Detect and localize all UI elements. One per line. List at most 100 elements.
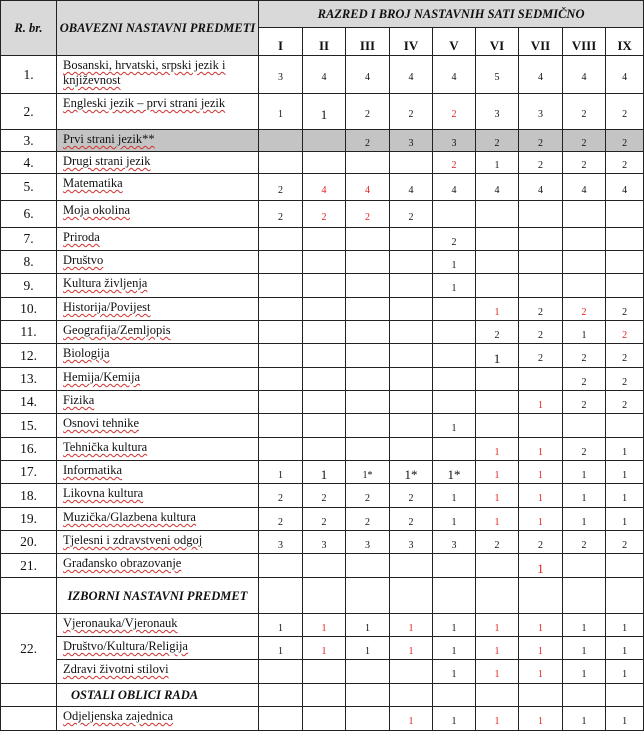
hours-cell-I: 1 (258, 460, 303, 484)
empty-cell (604, 577, 644, 614)
hours-cell-IX: 1 (604, 483, 644, 508)
hours-cell-VI (475, 367, 519, 391)
hours-cell-III: 1 (345, 613, 390, 637)
hours-cell-V: 1* (432, 460, 476, 484)
row-number: 2. (0, 93, 57, 130)
grade-header-IX: IX (604, 27, 644, 56)
hours-cell-VI: 1 (475, 636, 519, 660)
grade-header-VIII: VIII (562, 27, 606, 56)
subject-name: Fizika (56, 390, 259, 414)
hours-cell-III: 2 (345, 129, 390, 152)
hours-cell-IX: 2 (604, 320, 644, 344)
hours-cell-VI (475, 553, 519, 578)
hours-cell-I (258, 659, 303, 684)
hours-cell-V (432, 390, 476, 414)
hours-cell-V: 2 (432, 151, 476, 174)
hours-cell-VII (518, 200, 563, 228)
hours-cell-V: 1 (432, 273, 476, 298)
subject-name: Bosanski, hrvatski, srpski jezik i knjiž… (56, 55, 259, 94)
row-number: 4. (0, 151, 57, 174)
subject-row: 20. Tjelesni i zdravstveni odgoj 3 3 3 3 3 2 2 2 2 (0, 530, 644, 554)
subject-name: Engleski jezik – prvi strani jezik (56, 93, 259, 130)
hours-cell-VII (518, 273, 563, 298)
hours-cell-II (302, 706, 346, 731)
hours-cell-III (345, 227, 390, 251)
subject-row: 2. Engleski jezik – prvi strani jezik 1 1 2 2… (0, 93, 644, 130)
hours-cell-VIII (562, 273, 606, 298)
hours-cell-II: 4 (302, 173, 346, 201)
hours-cell-I: 1 (258, 93, 303, 130)
row-number: 3. (0, 129, 57, 152)
hours-cell-II: 4 (302, 55, 346, 94)
hours-cell-I (258, 413, 303, 438)
hours-cell-VII: 3 (518, 93, 563, 130)
hours-cell-IV (389, 390, 433, 414)
row-number: 12. (0, 343, 57, 368)
hours-cell-I (258, 343, 303, 368)
subject-row: 12. Biologija 1 2 2 2 (0, 343, 644, 368)
hours-cell-VI: 1 (475, 659, 519, 684)
hours-cell-I (258, 390, 303, 414)
subject-name: Društvo/Kultura/Religija (56, 636, 259, 660)
hours-cell-I (258, 227, 303, 251)
hours-cell-II (302, 659, 346, 684)
grade-header-II: II (302, 27, 346, 56)
hours-cell-VI: 4 (475, 173, 519, 201)
hours-cell-VIII: 4 (562, 173, 606, 201)
subject-label: Bosanski, hrvatski, srpski jezik i knjiž… (63, 58, 226, 87)
subject-label: Kultura življenja (63, 276, 148, 290)
hours-cell-VIII: 1 (562, 636, 606, 660)
empty-cell (389, 577, 433, 614)
hours-cell-VI (475, 390, 519, 414)
hours-cell-I (258, 437, 303, 461)
subject-label: Tehnička kultura (63, 440, 148, 454)
row-number: 5. (0, 173, 57, 201)
hours-cell-V (432, 200, 476, 228)
hours-cell-VIII: 1 (562, 706, 606, 731)
hours-cell-IV (389, 151, 433, 174)
hours-cell-IX: 2 (604, 530, 644, 554)
hours-cell-V: 1 (432, 250, 476, 274)
row-number: 15. (0, 413, 57, 438)
hours-cell-II: 2 (302, 200, 346, 228)
hours-cell-IX: 4 (604, 173, 644, 201)
hours-cell-VII (518, 367, 563, 391)
grade-header-VII: VII (518, 27, 563, 56)
hours-cell-VI: 3 (475, 93, 519, 130)
hours-cell-I (258, 706, 303, 731)
subject-row: 6. Moja okolina 2 2 2 2 (0, 200, 644, 228)
hours-cell-VI: 1 (475, 706, 519, 731)
hours-cell-VII: 2 (518, 297, 563, 321)
hours-cell-IV: 3 (389, 129, 433, 152)
hours-cell-VII: 1 (518, 706, 563, 731)
hours-cell-III (345, 390, 390, 414)
hours-cell-VIII: 1 (562, 320, 606, 344)
hours-cell-IV (389, 320, 433, 344)
empty-cell (562, 683, 606, 707)
hours-cell-VIII: 2 (562, 129, 606, 152)
hours-cell-V: 2 (432, 93, 476, 130)
empty-cell (258, 683, 303, 707)
hours-cell-III: 2 (345, 93, 390, 130)
hours-cell-VIII: 1 (562, 483, 606, 508)
empty-cell (258, 577, 303, 614)
subject-row: 16. Tehnička kultura 1 1 2 1 (0, 437, 644, 461)
subject-name: Informatika (56, 460, 259, 484)
row-number: 11. (0, 320, 57, 344)
row-number: 17. (0, 460, 57, 484)
hours-cell-IV: 1* (389, 460, 433, 484)
hours-cell-I: 2 (258, 200, 303, 228)
hours-cell-V: 1 (432, 706, 476, 731)
hours-cell-VI: 1 (475, 483, 519, 508)
hours-cell-VII (518, 413, 563, 438)
hours-cell-VI: 1 (475, 507, 519, 531)
subject-row: 21. Građansko obrazovanje 1 (0, 553, 644, 578)
hours-cell-VIII: 2 (562, 437, 606, 461)
hours-cell-II (302, 437, 346, 461)
hours-cell-IV: 3 (389, 530, 433, 554)
header-subjects: OBAVEZNI NASTAVNI PREDMETI (56, 0, 259, 56)
hours-cell-IX: 2 (604, 93, 644, 130)
hours-cell-IX (604, 250, 644, 274)
hours-cell-IX: 1 (604, 636, 644, 660)
